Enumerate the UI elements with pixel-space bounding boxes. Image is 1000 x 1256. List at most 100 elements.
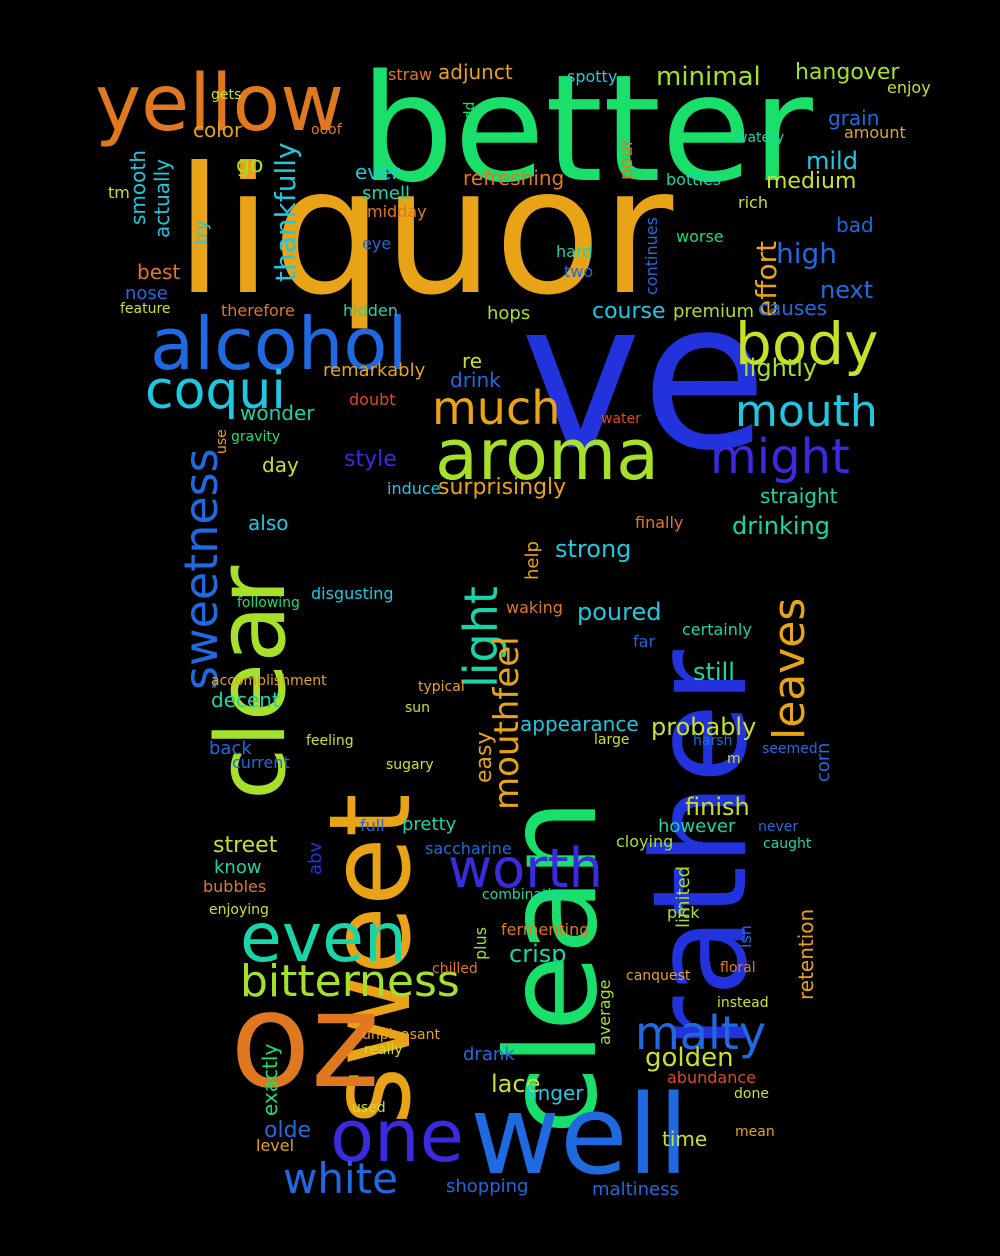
- word-much: much: [432, 381, 561, 435]
- word-high: high: [776, 237, 838, 270]
- word-street: street: [213, 833, 278, 858]
- word-however: however: [658, 816, 736, 837]
- word-finish: finish: [685, 793, 750, 821]
- word-enjoying: enjoying: [209, 902, 269, 918]
- word-go: go: [236, 153, 264, 178]
- word-course: course: [592, 299, 666, 324]
- word-plus: plus: [471, 926, 490, 960]
- word-actually: actually: [150, 159, 174, 238]
- word-really: really: [364, 1042, 403, 1058]
- word-re: re: [462, 349, 483, 373]
- word-accomplishment: accomplishment: [211, 673, 327, 689]
- word-smell: smell: [362, 183, 410, 204]
- word-ooof: ooof: [311, 122, 342, 138]
- word-abundance: abundance: [667, 1068, 756, 1087]
- word-continues: continues: [642, 217, 661, 295]
- word-thankfully: thankfully: [269, 142, 302, 282]
- word-gravity: gravity: [231, 429, 281, 445]
- word-minimal: minimal: [656, 62, 761, 92]
- word-far: far: [633, 632, 656, 651]
- word-enjoy: enjoy: [887, 78, 931, 97]
- word-feature: feature: [120, 301, 171, 317]
- word-spotty: spotty: [567, 67, 618, 86]
- word-back: back: [209, 738, 252, 759]
- word-watery: watery: [736, 130, 785, 146]
- word-help: help: [522, 541, 543, 580]
- word-pretty: pretty: [402, 814, 457, 835]
- word-nose: nose: [125, 283, 168, 304]
- word-mild: mild: [806, 147, 858, 175]
- word-average: average: [595, 979, 614, 1046]
- word-floral: floral: [720, 960, 756, 976]
- word-therefore: therefore: [221, 301, 295, 320]
- word-use: use: [214, 429, 230, 454]
- word-large: large: [594, 732, 630, 748]
- word-saccharine: saccharine: [425, 839, 512, 858]
- word-malty: malty: [635, 1006, 767, 1060]
- word-yellow: yellow: [95, 59, 345, 149]
- word-drank: drank: [463, 1044, 515, 1065]
- word-amount: amount: [844, 123, 906, 142]
- word-causes: causes: [758, 296, 828, 320]
- word-done: done: [734, 1086, 769, 1102]
- word-straw: straw: [388, 65, 433, 84]
- word-body: body: [735, 310, 879, 378]
- word-maltiness: maltiness: [592, 1179, 679, 1200]
- word-bottles: bottles: [666, 170, 722, 189]
- word-grain: grain: [828, 106, 880, 130]
- word-adjunct: adjunct: [438, 60, 513, 84]
- word-isn: isn: [736, 925, 755, 948]
- word-worth: worth: [448, 837, 603, 900]
- word-crisp: crisp: [509, 940, 567, 968]
- word-coqui: coqui: [145, 361, 286, 421]
- word-never: never: [758, 819, 799, 835]
- word-alcohol: alcohol: [150, 302, 408, 386]
- word-unpleasant: unpleasant: [362, 1027, 440, 1043]
- word-midday: midday: [367, 202, 427, 221]
- word-eye: eye: [362, 234, 392, 253]
- word-pour: pour: [616, 138, 637, 180]
- word-ever: ever: [355, 160, 400, 184]
- word-tm: tm: [108, 183, 130, 202]
- word-retention: retention: [794, 908, 818, 1000]
- word-sugary: sugary: [386, 757, 434, 773]
- word-best: best: [137, 260, 181, 284]
- word-remarkably: remarkably: [323, 360, 426, 381]
- word-exactly: exactly: [258, 1043, 282, 1116]
- word-cloying: cloying: [616, 832, 674, 851]
- word-style: style: [344, 447, 397, 472]
- word-certainly: certainly: [682, 620, 752, 639]
- word-seemed: seemed: [762, 741, 818, 757]
- word-golden: golden: [645, 1043, 734, 1073]
- word-harsh: harsh: [693, 733, 733, 749]
- word-aroma: aroma: [435, 414, 660, 496]
- word-refreshing: refreshing: [463, 166, 565, 190]
- word-wonder: wonder: [240, 401, 315, 425]
- word-induce: induce: [387, 479, 441, 498]
- word-straight: straight: [760, 484, 838, 508]
- word-sun: sun: [405, 700, 431, 716]
- word-feeling: feeling: [306, 733, 354, 749]
- word-waking: waking: [506, 598, 563, 617]
- word-chilled: chilled: [432, 961, 478, 977]
- word-current: current: [232, 753, 290, 772]
- word-time: time: [662, 1127, 708, 1151]
- word-might: might: [710, 429, 850, 485]
- word-strong: strong: [555, 535, 632, 563]
- word-lightly: lightly: [743, 354, 818, 382]
- word-disgusting: disgusting: [311, 584, 394, 603]
- word-leaves: leaves: [764, 597, 815, 740]
- word-canquest: canquest: [626, 968, 691, 984]
- word-hard: hard: [556, 242, 593, 261]
- word-drink: drink: [450, 368, 501, 392]
- word-lace: lace: [491, 1070, 541, 1098]
- word-pick: pick: [667, 903, 700, 922]
- word-still: still: [693, 658, 735, 686]
- word-two: two: [564, 262, 594, 281]
- word-hidden: hidden: [343, 301, 398, 320]
- word-water: water: [601, 411, 641, 427]
- word-probably: probably: [651, 713, 757, 741]
- word-try: try: [191, 219, 212, 245]
- word-doubt: doubt: [349, 390, 396, 409]
